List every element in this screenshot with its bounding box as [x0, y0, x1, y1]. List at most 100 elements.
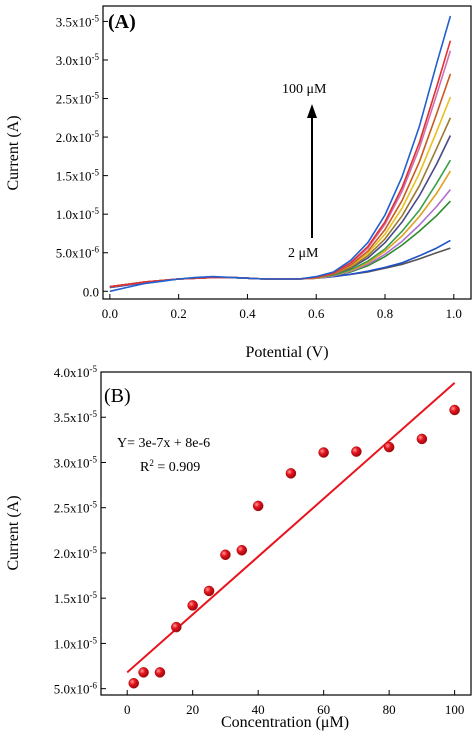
- data-point: [187, 600, 198, 611]
- voltammogram-line: [109, 73, 452, 288]
- x-tick-label: 0.8: [377, 306, 393, 321]
- r-squared-value: = 0.909: [154, 460, 200, 475]
- y-tick-exponent: -6: [92, 245, 100, 255]
- panel-b-y-ticks: 5.0x10-61.0x10-51.5x10-52.0x10-52.5x10-5…: [54, 364, 106, 697]
- voltammogram-line: [109, 170, 452, 288]
- y-tick-mantissa: 5.0x10: [56, 246, 92, 261]
- y-tick-mantissa: 3.0x10: [54, 455, 90, 470]
- x-tick-label: 20: [186, 702, 199, 717]
- y-tick-mantissa: 3.5x10: [54, 410, 90, 425]
- y-tick-exponent: -6: [90, 681, 98, 691]
- panel-a-label: (A): [108, 11, 136, 33]
- panel-b-x-axis-label: Concentration (μM): [221, 714, 349, 731]
- data-point: [203, 585, 215, 597]
- panel-a-y-axis-label: Current (A): [5, 115, 22, 190]
- panel-a-series: [109, 15, 452, 293]
- annotation-100um: 100 μM: [282, 82, 327, 97]
- y-tick-mantissa: 2.5x10: [54, 501, 90, 516]
- y-tick-label: 3.5x10-5: [56, 13, 100, 29]
- y-tick-exponent: -5: [90, 500, 98, 510]
- x-tick-label: 1.0: [446, 306, 462, 321]
- voltammogram-line: [109, 50, 452, 288]
- x-tick-label: 40: [252, 702, 265, 717]
- data-point: [252, 500, 264, 512]
- panel-a: (A) 0.0 0.2 0.4 0.6 0.8 1.0 0.0 5.0x10-6 1.0x10…: [5, 5, 472, 361]
- y-tick-exponent: -5: [92, 129, 100, 139]
- voltammogram-line: [109, 40, 452, 288]
- x-tick-label: 0: [124, 702, 131, 717]
- y-tick-label: 1.0x10-5: [56, 206, 100, 222]
- y-tick-exponent: -5: [90, 364, 98, 374]
- y-tick-label: 0.0: [83, 284, 99, 299]
- x-tick-label: 0.2: [171, 306, 187, 321]
- panel-a-x-axis-label: Potential (V): [245, 344, 328, 361]
- y-tick-mantissa: 1.5x10: [54, 591, 90, 606]
- voltammogram-line: [109, 15, 452, 293]
- y-tick-label: 4.0x10-5: [54, 364, 98, 380]
- panel-b-y-axis-label: Current (A): [5, 495, 22, 570]
- data-point: [138, 667, 149, 678]
- y-tick-mantissa: 0.0: [83, 284, 99, 299]
- y-tick-label: 1.5x10-5: [56, 168, 100, 184]
- y-tick-exponent: -5: [90, 635, 98, 645]
- y-tick-label: 3.0x10-5: [56, 52, 100, 68]
- concentration-arrow-head: [307, 104, 317, 118]
- y-tick-mantissa: 4.0x10: [54, 365, 90, 380]
- x-tick-label: 0.6: [308, 306, 325, 321]
- data-point: [318, 447, 329, 458]
- y-tick-label: 1.5x10-5: [54, 590, 98, 606]
- y-tick-mantissa: 5.0x10: [54, 682, 90, 697]
- fit-equation: Y= 3e-7x + 8e-6: [117, 436, 210, 451]
- y-tick-exponent: -5: [90, 409, 98, 419]
- y-tick-exponent: -5: [92, 52, 100, 62]
- panel-b-points: [128, 404, 460, 689]
- voltammogram-line: [109, 159, 452, 288]
- y-tick-mantissa: 1.0x10: [54, 636, 90, 651]
- panel-b-label: (B): [104, 385, 131, 407]
- y-tick-exponent: -5: [90, 545, 98, 555]
- y-tick-label: 5.0x10-6: [54, 681, 98, 697]
- y-tick-exponent: -5: [92, 206, 100, 216]
- data-point: [171, 621, 182, 633]
- panel-a-frame: [102, 5, 472, 300]
- x-tick-label: 80: [383, 702, 396, 717]
- panel-b-x-ticks: 0 20 40 60 80 100: [124, 690, 464, 717]
- y-tick-mantissa: 1.5x10: [56, 169, 92, 184]
- y-tick-exponent: -5: [92, 168, 100, 178]
- y-tick-mantissa: 2.0x10: [56, 130, 92, 145]
- y-tick-exponent: -5: [92, 13, 100, 23]
- y-tick-exponent: -5: [90, 590, 98, 600]
- data-point: [128, 677, 139, 689]
- annotation-2um: 2 μM: [288, 246, 319, 261]
- panel-b: (B) 0 20 40 60 80 100 5.0x10-61.0x10-51.5x10-…: [5, 364, 472, 731]
- panel-a-y-ticks: 0.05.0x10-61.0x10-51.5x10-52.0x10-52.5x1…: [56, 13, 108, 299]
- y-tick-label: 2.0x10-5: [54, 545, 98, 561]
- y-tick-mantissa: 2.0x10: [54, 546, 90, 561]
- r-squared-sup: 2: [149, 458, 154, 468]
- y-tick-mantissa: 2.5x10: [56, 92, 92, 107]
- y-tick-label: 3.5x10-5: [54, 409, 98, 425]
- data-point: [383, 441, 395, 453]
- y-tick-label: 2.5x10-5: [56, 91, 100, 107]
- y-tick-exponent: -5: [92, 91, 100, 101]
- voltammogram-line: [109, 117, 452, 288]
- y-tick-mantissa: 3.0x10: [56, 53, 92, 68]
- y-tick-exponent: -5: [90, 454, 98, 464]
- r-squared-label: R: [140, 460, 150, 475]
- x-tick-label: 100: [445, 702, 465, 717]
- y-tick-label: 3.0x10-5: [54, 454, 98, 470]
- r-squared: R2 = 0.909: [140, 458, 200, 475]
- y-tick-mantissa: 3.5x10: [56, 14, 92, 29]
- data-point: [449, 404, 460, 416]
- x-tick-label: 0.4: [239, 306, 256, 321]
- y-tick-mantissa: 1.0x10: [56, 207, 92, 222]
- x-tick-label: 60: [317, 702, 330, 717]
- fit-line: [126, 382, 456, 674]
- y-tick-label: 1.0x10-5: [54, 635, 98, 651]
- x-tick-label: 0.0: [102, 306, 118, 321]
- panel-b-frame: [100, 371, 472, 696]
- y-tick-label: 2.0x10-5: [56, 129, 100, 145]
- data-point: [285, 468, 297, 479]
- data-point: [416, 433, 428, 445]
